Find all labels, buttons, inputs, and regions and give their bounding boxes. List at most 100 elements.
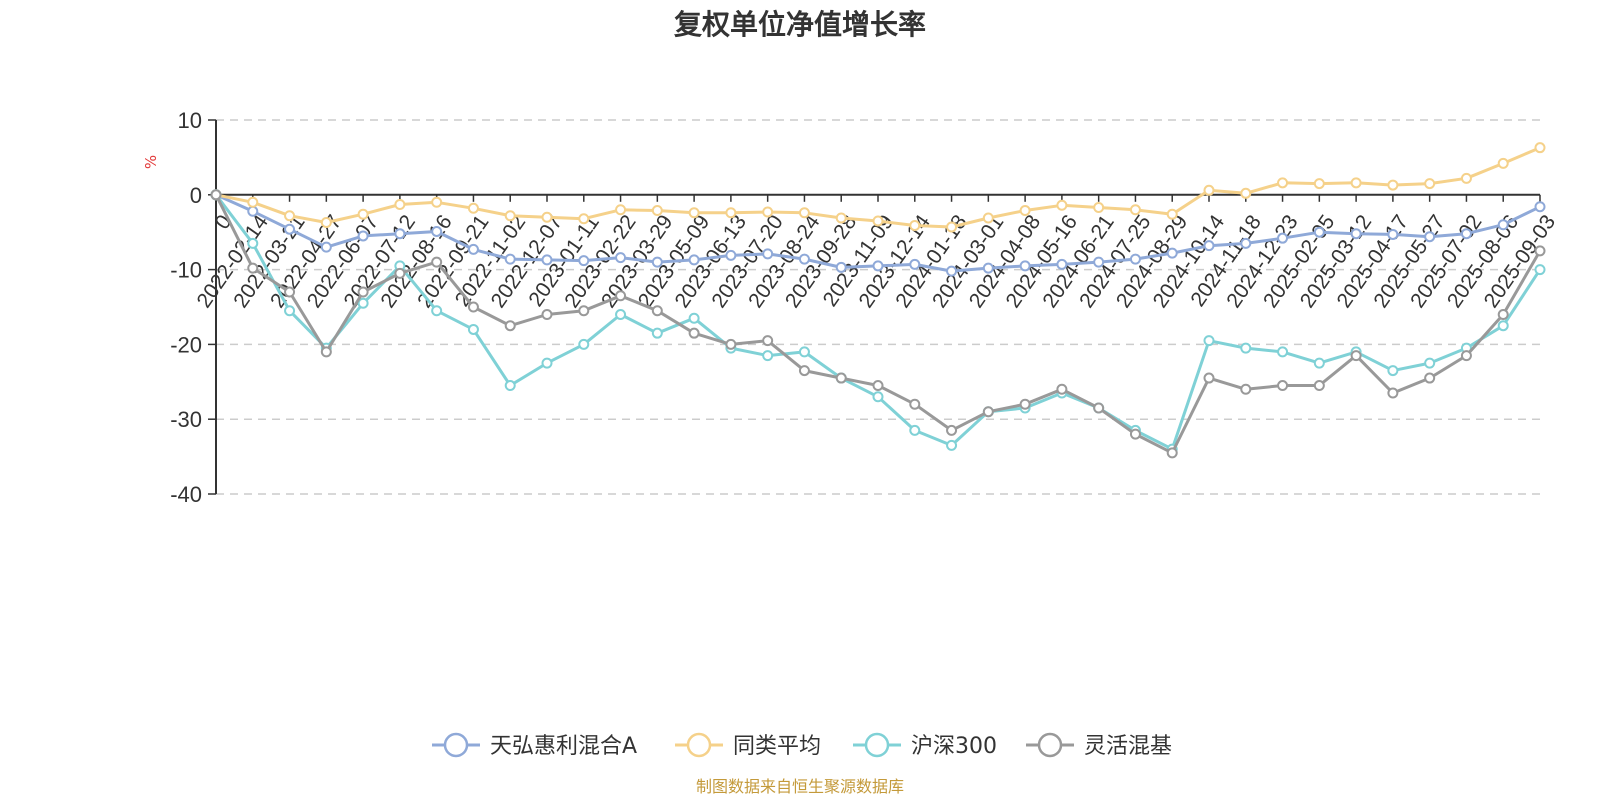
- data-point: [467, 243, 479, 255]
- legend: 天弘惠利混合A 同类平均 沪深300 灵活混基: [432, 732, 1172, 759]
- x-axis-ticks: 02022-02-142022-03-212022-04-272022-06-0…: [192, 194, 1560, 312]
- source-note: 制图数据来自恒生聚源数据库: [696, 777, 904, 796]
- data-point: [247, 237, 259, 249]
- data-point: [541, 211, 553, 223]
- data-point: [1166, 208, 1178, 220]
- data-point: [1313, 380, 1325, 392]
- data-point: [467, 301, 479, 313]
- data-point: [651, 205, 663, 217]
- data-point: [320, 241, 332, 253]
- data-point: [1203, 240, 1215, 252]
- data-point: [1056, 199, 1068, 211]
- data-point: [982, 212, 994, 224]
- data-point: [210, 189, 222, 201]
- data-point: [247, 262, 259, 274]
- data-point: [1313, 178, 1325, 190]
- y-tick-label: -10: [170, 258, 202, 283]
- data-point: [798, 346, 810, 358]
- data-point: [247, 196, 259, 208]
- data-point: [615, 252, 627, 264]
- data-point: [1203, 184, 1215, 196]
- data-point: [578, 255, 590, 267]
- data-point: [1497, 308, 1509, 320]
- y-tick-label: -20: [170, 332, 202, 357]
- data-point: [578, 213, 590, 225]
- data-point: [651, 256, 663, 268]
- data-point: [431, 225, 443, 237]
- data-point: [982, 406, 994, 418]
- y-tick-label: -40: [170, 482, 202, 507]
- data-point: [909, 258, 921, 270]
- data-point: [1019, 205, 1031, 217]
- data-point: [725, 249, 737, 261]
- data-point: [1497, 157, 1509, 169]
- data-point: [1166, 447, 1178, 459]
- data-point: [1313, 226, 1325, 238]
- data-point: [1460, 350, 1472, 362]
- data-point: [946, 439, 958, 451]
- data-point: [1277, 177, 1289, 189]
- data-point: [1424, 178, 1436, 190]
- data-point: [504, 380, 516, 392]
- data-point: [1460, 172, 1472, 184]
- legend-swatch-marker: [864, 732, 890, 758]
- data-point: [688, 254, 700, 266]
- y-tick-label: -30: [170, 407, 202, 432]
- y-axis-ticks: 10 0 -10 -20 -30 -40: [170, 108, 216, 507]
- legend-swatch-marker: [686, 732, 712, 758]
- data-point: [835, 372, 847, 384]
- y-axis-label: %: [142, 155, 160, 169]
- data-point: [284, 223, 296, 235]
- data-point: [1497, 219, 1509, 231]
- series-lines: [210, 142, 1546, 459]
- data-point: [1460, 228, 1472, 240]
- data-point: [1240, 342, 1252, 354]
- data-point: [909, 424, 921, 436]
- data-point: [872, 260, 884, 272]
- data-point: [1277, 346, 1289, 358]
- data-point: [1240, 187, 1252, 199]
- data-point: [504, 320, 516, 332]
- data-point: [1350, 228, 1362, 240]
- data-point: [615, 290, 627, 302]
- data-point: [835, 212, 847, 224]
- data-point: [1534, 245, 1546, 257]
- data-point: [1534, 201, 1546, 213]
- data-point: [909, 219, 921, 231]
- data-point: [541, 357, 553, 369]
- data-point: [651, 305, 663, 317]
- data-point: [1019, 398, 1031, 410]
- data-point: [688, 312, 700, 324]
- data-point: [762, 350, 774, 362]
- data-point: [615, 308, 627, 320]
- data-point: [357, 297, 369, 309]
- data-point: [394, 199, 406, 211]
- data-point: [1129, 204, 1141, 216]
- data-point: [357, 230, 369, 242]
- data-point: [946, 265, 958, 277]
- data-point: [946, 424, 958, 436]
- legend-swatch-marker: [443, 732, 469, 758]
- data-point: [1277, 380, 1289, 392]
- data-point: [725, 207, 737, 219]
- data-point: [1424, 357, 1436, 369]
- axes: [215, 120, 1540, 494]
- data-point: [541, 308, 553, 320]
- data-point: [431, 196, 443, 208]
- data-point: [320, 216, 332, 228]
- data-point: [541, 254, 553, 266]
- data-point: [1277, 232, 1289, 244]
- data-point: [1240, 383, 1252, 395]
- data-point: [798, 253, 810, 265]
- data-point: [1497, 320, 1509, 332]
- legend-label: 天弘惠利混合A: [490, 734, 637, 759]
- data-point: [651, 327, 663, 339]
- data-point: [578, 305, 590, 317]
- data-point: [1534, 142, 1546, 154]
- legend-swatch-marker: [1037, 732, 1063, 758]
- legend-label: 沪深300: [911, 734, 997, 759]
- data-point: [467, 202, 479, 214]
- data-point: [284, 305, 296, 317]
- data-point: [1093, 256, 1105, 268]
